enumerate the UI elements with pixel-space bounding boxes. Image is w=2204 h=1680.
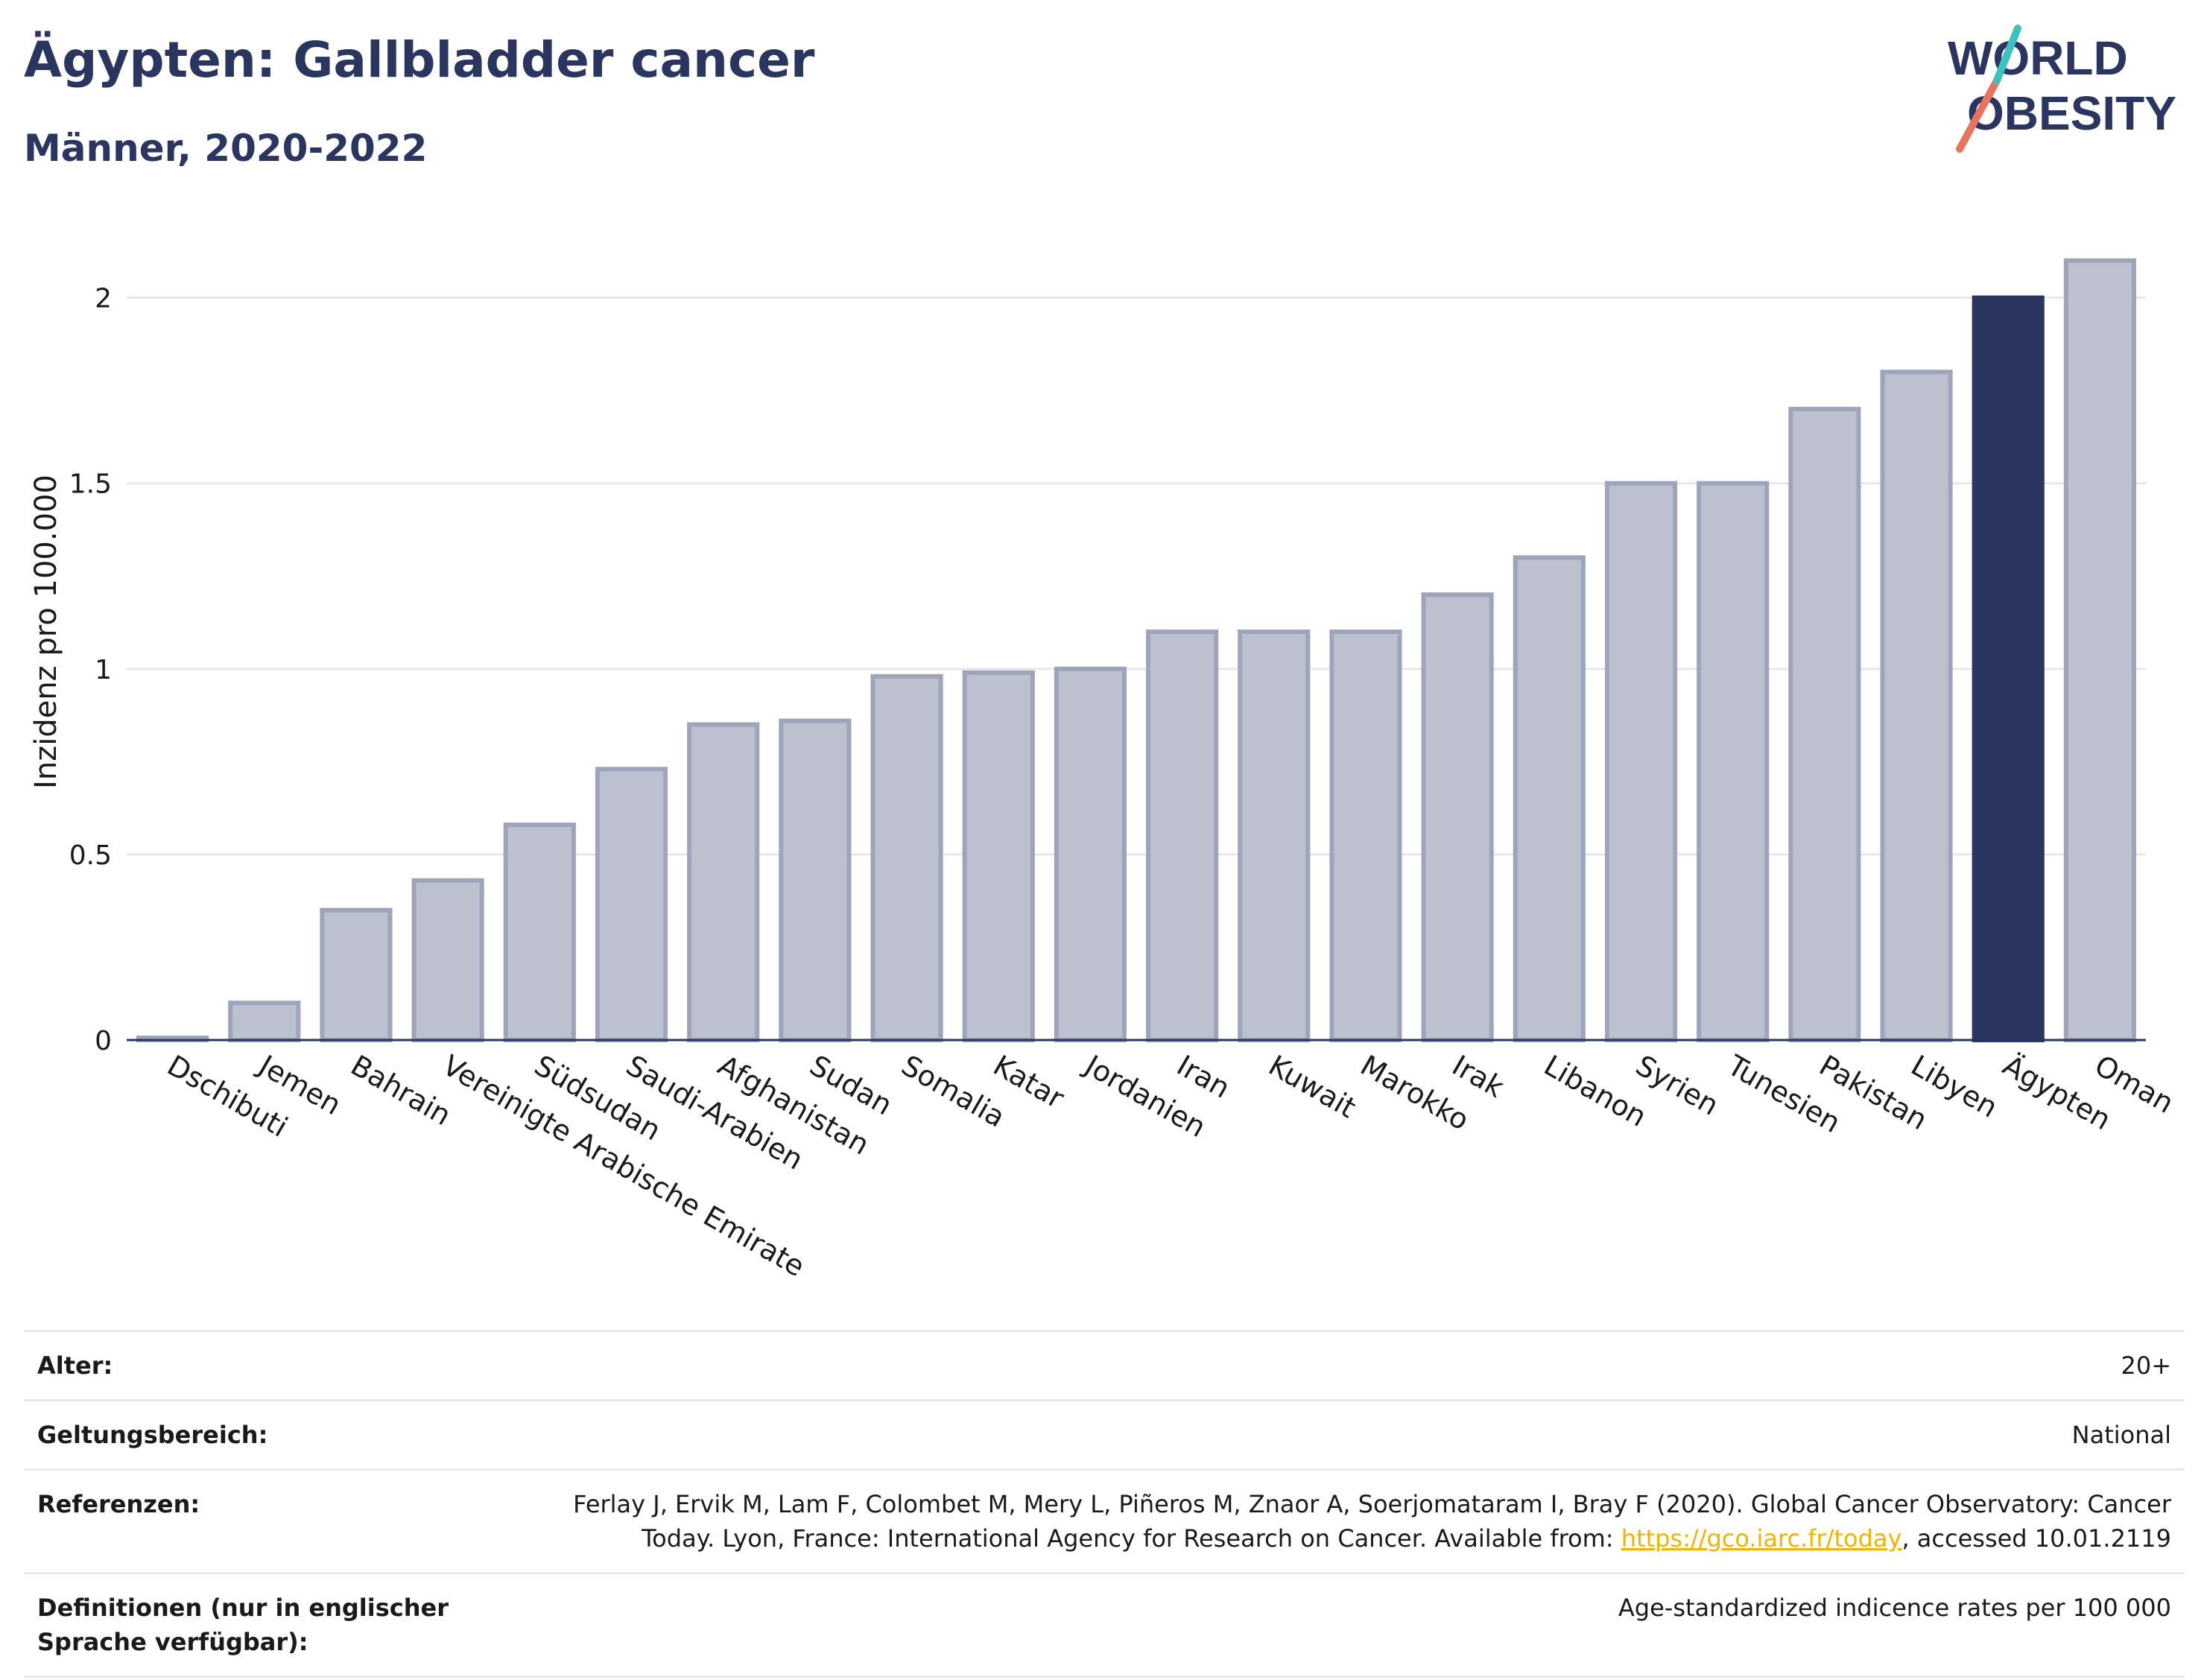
- bar: [779, 718, 852, 1043]
- bar: [1788, 407, 1861, 1042]
- y-axis-title: Inzidenz pro 100.000: [29, 475, 63, 789]
- y-tick-label: 0: [95, 1026, 112, 1056]
- meta-row-definitions: Definitionen (nur in englischer Sprache …: [24, 1572, 2185, 1678]
- meta-label-scope: Geltungsbereich:: [37, 1421, 268, 1449]
- meta-label-references: Referenzen:: [37, 1490, 200, 1518]
- x-tick-label: Libanon: [1539, 1049, 1652, 1133]
- bar: [411, 878, 484, 1043]
- bar-chart: 0 0.5 1 1.5 2 DschibutiJemenBahrainVereinigt…: [29, 258, 2179, 1284]
- bar: [503, 822, 576, 1043]
- bar: [870, 673, 943, 1042]
- bar: [1146, 630, 1219, 1042]
- bar: [962, 670, 1035, 1042]
- bar: [687, 722, 760, 1043]
- y-tick-label: 0.5: [69, 840, 112, 871]
- bar: [1880, 370, 1953, 1043]
- bar: [228, 1001, 301, 1042]
- meta-row-scope: Geltungsbereich: National: [24, 1399, 2185, 1468]
- bar: [1972, 295, 2045, 1042]
- bar: [595, 767, 668, 1042]
- meta-value-definitions: Age-standardized indicence rates per 100…: [1618, 1594, 2171, 1622]
- reference-text: Ferlay J, Ervik M, Lam F, Colombet M, Me…: [573, 1490, 2171, 1553]
- y-tick-labels: 0 0.5 1 1.5 2: [69, 284, 112, 1056]
- x-tick-label: Somalia: [896, 1049, 1011, 1134]
- bar: [1421, 592, 1494, 1042]
- bar: [2063, 258, 2136, 1042]
- logo-word-2: OBESITY: [1967, 86, 2176, 140]
- meta-row-age: Alter: 20+: [24, 1330, 2185, 1399]
- x-tick-label: Irak: [1447, 1049, 1510, 1104]
- bar: [1238, 630, 1311, 1042]
- y-tick-label: 1: [95, 655, 112, 685]
- meta-label-age: Alter:: [37, 1351, 113, 1380]
- meta-label-definitions: Definitionen (nur in englischer Sprache …: [37, 1594, 449, 1656]
- x-tick-label: Bahrain: [345, 1049, 456, 1132]
- bar: [1329, 630, 1402, 1042]
- bar: [320, 907, 393, 1042]
- logo-word-1: WORLD: [1948, 31, 2128, 85]
- meta-value-age: 20+: [2121, 1351, 2171, 1380]
- x-tick-label: Kuwait: [1263, 1049, 1361, 1125]
- meta-value-scope: National: [2071, 1421, 2171, 1449]
- bar: [1604, 481, 1678, 1042]
- reference-accessed: , accessed 10.01.2119: [1901, 1524, 2171, 1553]
- reference-link[interactable]: https://gco.iarc.fr/today: [1621, 1524, 1902, 1553]
- bar: [1697, 481, 1770, 1042]
- page-title: Ägypten: Gallbladder cancer: [24, 31, 815, 89]
- bars: [136, 258, 2136, 1043]
- y-tick-label: 2: [95, 284, 112, 314]
- bar: [1513, 555, 1586, 1042]
- meta-row-references: Referenzen: Ferlay J, Ervik M, Lam F, Co…: [24, 1468, 2185, 1572]
- x-tick-label: Iran: [1171, 1049, 1235, 1105]
- y-tick-label: 1.5: [69, 469, 112, 500]
- metadata-table: Alter: 20+ Geltungsbereich: National Ref…: [24, 1330, 2185, 1678]
- world-obesity-logo: WORLD OBESITY: [1948, 25, 2176, 153]
- meta-value-references: Ferlay J, Ervik M, Lam F, Colombet M, Me…: [559, 1487, 2171, 1556]
- bar: [1054, 666, 1127, 1042]
- page-subtitle: Männer, 2020-2022: [24, 127, 428, 170]
